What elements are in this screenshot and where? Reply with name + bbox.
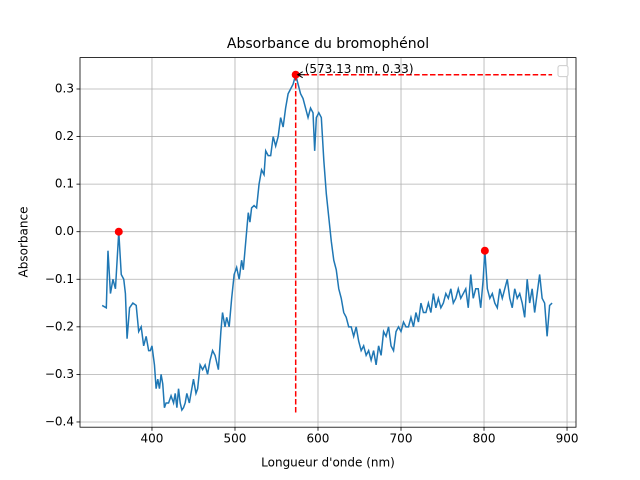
x-tick-label: 900 xyxy=(556,432,579,446)
data-point xyxy=(291,70,300,79)
y-tick-label: −0.3 xyxy=(45,367,74,381)
y-axis-label: Absorbance xyxy=(17,207,31,278)
chart-title: Absorbance du bromophénol xyxy=(227,36,429,52)
data-point xyxy=(114,227,123,236)
y-tick-label: −0.4 xyxy=(45,414,74,428)
data-point xyxy=(480,246,489,255)
y-tick-label: 0.0 xyxy=(55,224,74,238)
legend xyxy=(557,65,569,78)
x-tick-label: 500 xyxy=(224,432,247,446)
y-tick-label: 0.1 xyxy=(55,177,74,191)
x-tick-label: 600 xyxy=(307,432,330,446)
annotation: (573.13 nm, 0.33) xyxy=(305,62,414,76)
data-line xyxy=(101,71,553,412)
x-tick-label: 400 xyxy=(141,432,164,446)
y-tick-label: −0.1 xyxy=(45,272,74,286)
y-tick-label: 0.3 xyxy=(55,81,74,95)
y-tick-label: −0.2 xyxy=(45,319,74,333)
x-tick-label: 700 xyxy=(390,432,413,446)
x-axis-label: Longueur d'onde (nm) xyxy=(261,456,395,470)
annotation-arrowhead xyxy=(296,71,303,79)
y-tick-label: 0.2 xyxy=(55,129,74,143)
x-tick-label: 800 xyxy=(473,432,496,446)
plot-frame xyxy=(79,57,577,428)
